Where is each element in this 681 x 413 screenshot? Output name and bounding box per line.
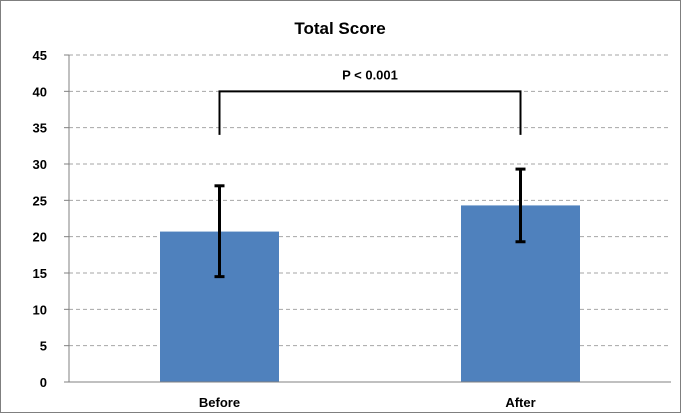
x-tick-label: Before	[199, 395, 240, 410]
chart-title: Total Score	[294, 19, 385, 38]
y-tick-label: 25	[33, 193, 47, 208]
y-tick-label: 45	[33, 48, 47, 63]
axes: 0 5 10 15 20 25 30 35 40 45 Before After	[33, 48, 671, 410]
significance-bracket	[218, 90, 522, 135]
y-tick-label: 35	[33, 121, 47, 136]
y-tick-label: 10	[33, 302, 47, 317]
x-tick-label: After	[505, 395, 535, 410]
significance-annotation: P < 0.001	[218, 67, 522, 135]
y-tick-label: 0	[40, 375, 47, 390]
error-bars	[214, 167, 526, 279]
y-tick-label: 5	[40, 339, 47, 354]
y-tick-label: 15	[33, 266, 47, 281]
y-tick-label: 20	[33, 230, 47, 245]
y-tick-label: 30	[33, 157, 47, 172]
bars	[160, 205, 580, 382]
y-tick-label: 40	[33, 84, 47, 99]
significance-label: P < 0.001	[342, 67, 398, 82]
